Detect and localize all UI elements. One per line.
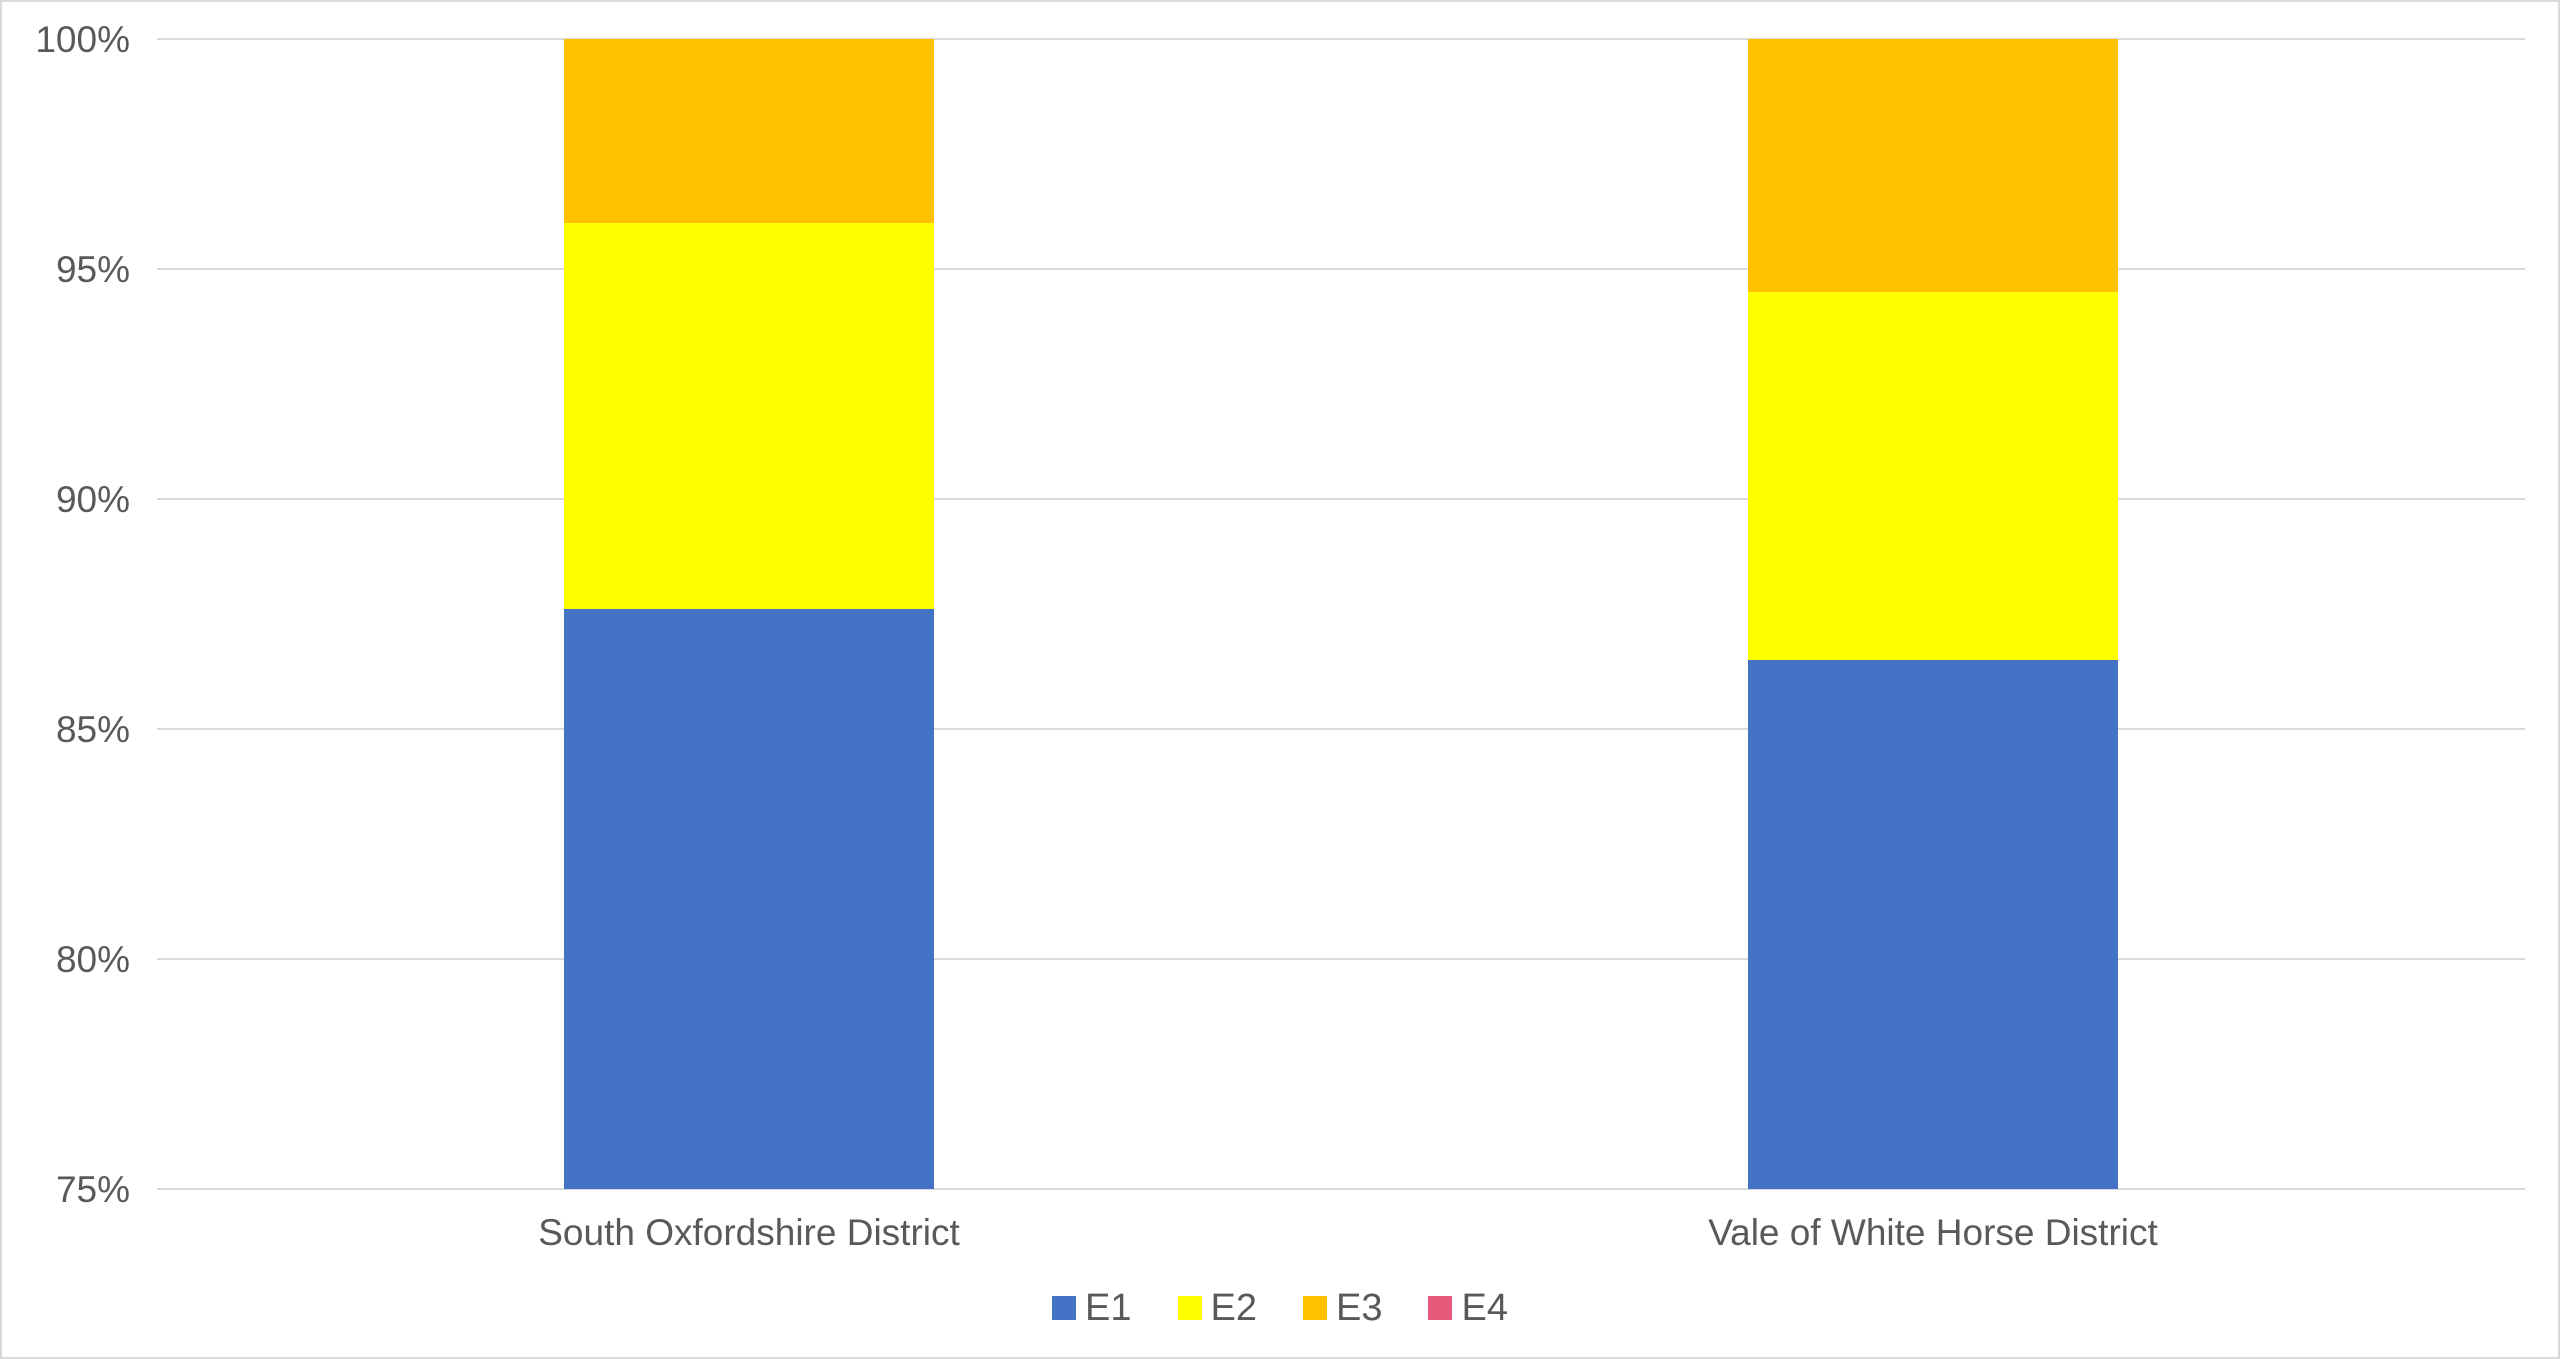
legend: E1 E2 E3 E4 [2,1280,2558,1336]
legend-swatch-E3-icon [1303,1296,1327,1320]
gridline-75 [157,1188,2525,1190]
bar-segment-E3-category-1 [564,39,934,223]
legend-swatch-E4-icon [1428,1296,1453,1320]
bar-segment-E1-category-1 [564,609,934,1189]
legend-swatch-E1-icon [1052,1296,1077,1320]
gridline-85 [157,728,2525,730]
legend-item-E4: E4 [1428,1287,1508,1329]
gridline-95 [157,268,2525,270]
bar-segment-E2-category-1 [564,223,934,610]
category-label-1: South Oxfordshire District [538,1212,960,1253]
bar-segment-E2-category-2 [1748,292,2118,660]
y-tick-label-90: 90% [55,479,130,520]
legend-item-E2: E2 [1177,1287,1257,1329]
legend-label-E1: E1 [1085,1287,1132,1329]
bar-segment-E3-category-2 [1748,39,2118,292]
legend-item-E3: E3 [1303,1289,1382,1327]
y-tick-label-100: 100% [35,19,130,60]
legend-item-E1: E1 [1052,1287,1132,1329]
bar-segment-E1-category-2 [1748,660,2118,1189]
legend-label-E2: E2 [1210,1287,1257,1329]
plot-area [157,38,2525,1190]
gridline-80 [157,958,2525,960]
y-tick-label-75: 75% [55,1169,130,1210]
gridline-90 [157,498,2525,500]
y-tick-label-80: 80% [55,939,130,980]
gridline-100 [157,38,2525,40]
legend-label-E4: E4 [1461,1287,1508,1329]
legend-swatch-E2-icon [1177,1296,1202,1320]
y-tick-label-95: 95% [55,249,130,290]
legend-label-E3: E3 [1336,1287,1383,1329]
y-tick-label-85: 85% [55,709,130,750]
category-label-2: Vale of White Horse District [1708,1212,2158,1253]
